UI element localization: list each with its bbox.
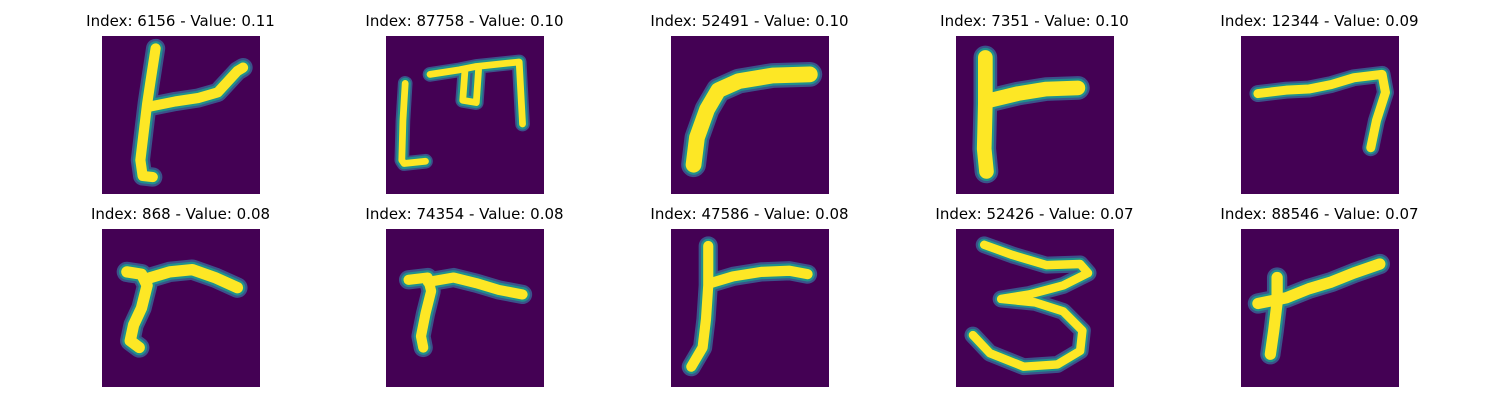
digit-image-three [956, 229, 1114, 387]
panel-title: Index: 88546 - Value: 0.07 [1220, 205, 1419, 223]
digit-image [956, 229, 1114, 387]
panel-title: Index: 52491 - Value: 0.10 [650, 12, 849, 30]
digit-image-m [386, 36, 544, 194]
panel-title: Index: 868 - Value: 0.08 [90, 205, 271, 223]
panel-title: Index: 12344 - Value: 0.09 [1220, 12, 1419, 30]
digit-image-r-curve [671, 36, 829, 194]
panel-title: Index: 87758 - Value: 0.10 [365, 12, 564, 30]
digit-image [386, 229, 544, 387]
digit-image-r-lean [1241, 229, 1399, 387]
digit-image [1241, 36, 1399, 194]
digit-image-r-small [102, 229, 260, 387]
panel-title: Index: 7351 - Value: 0.10 [940, 12, 1129, 30]
digit-image-t [102, 36, 260, 194]
digit-image [102, 229, 260, 387]
digit-image-r-small-2 [386, 229, 544, 387]
panel-title: Index: 52426 - Value: 0.07 [935, 205, 1134, 223]
digit-image [102, 36, 260, 194]
panel-title: Index: 74354 - Value: 0.08 [365, 205, 564, 223]
digit-image-r-straight [956, 36, 1114, 194]
digit-image [956, 36, 1114, 194]
digit-image-seven [1241, 36, 1399, 194]
digit-image [671, 229, 829, 387]
digit-image-r-tall [671, 229, 829, 387]
panel-title: Index: 6156 - Value: 0.11 [86, 12, 275, 30]
panel-title: Index: 47586 - Value: 0.08 [650, 205, 849, 223]
digit-image [1241, 229, 1399, 387]
digit-image [671, 36, 829, 194]
digit-image [386, 36, 544, 194]
